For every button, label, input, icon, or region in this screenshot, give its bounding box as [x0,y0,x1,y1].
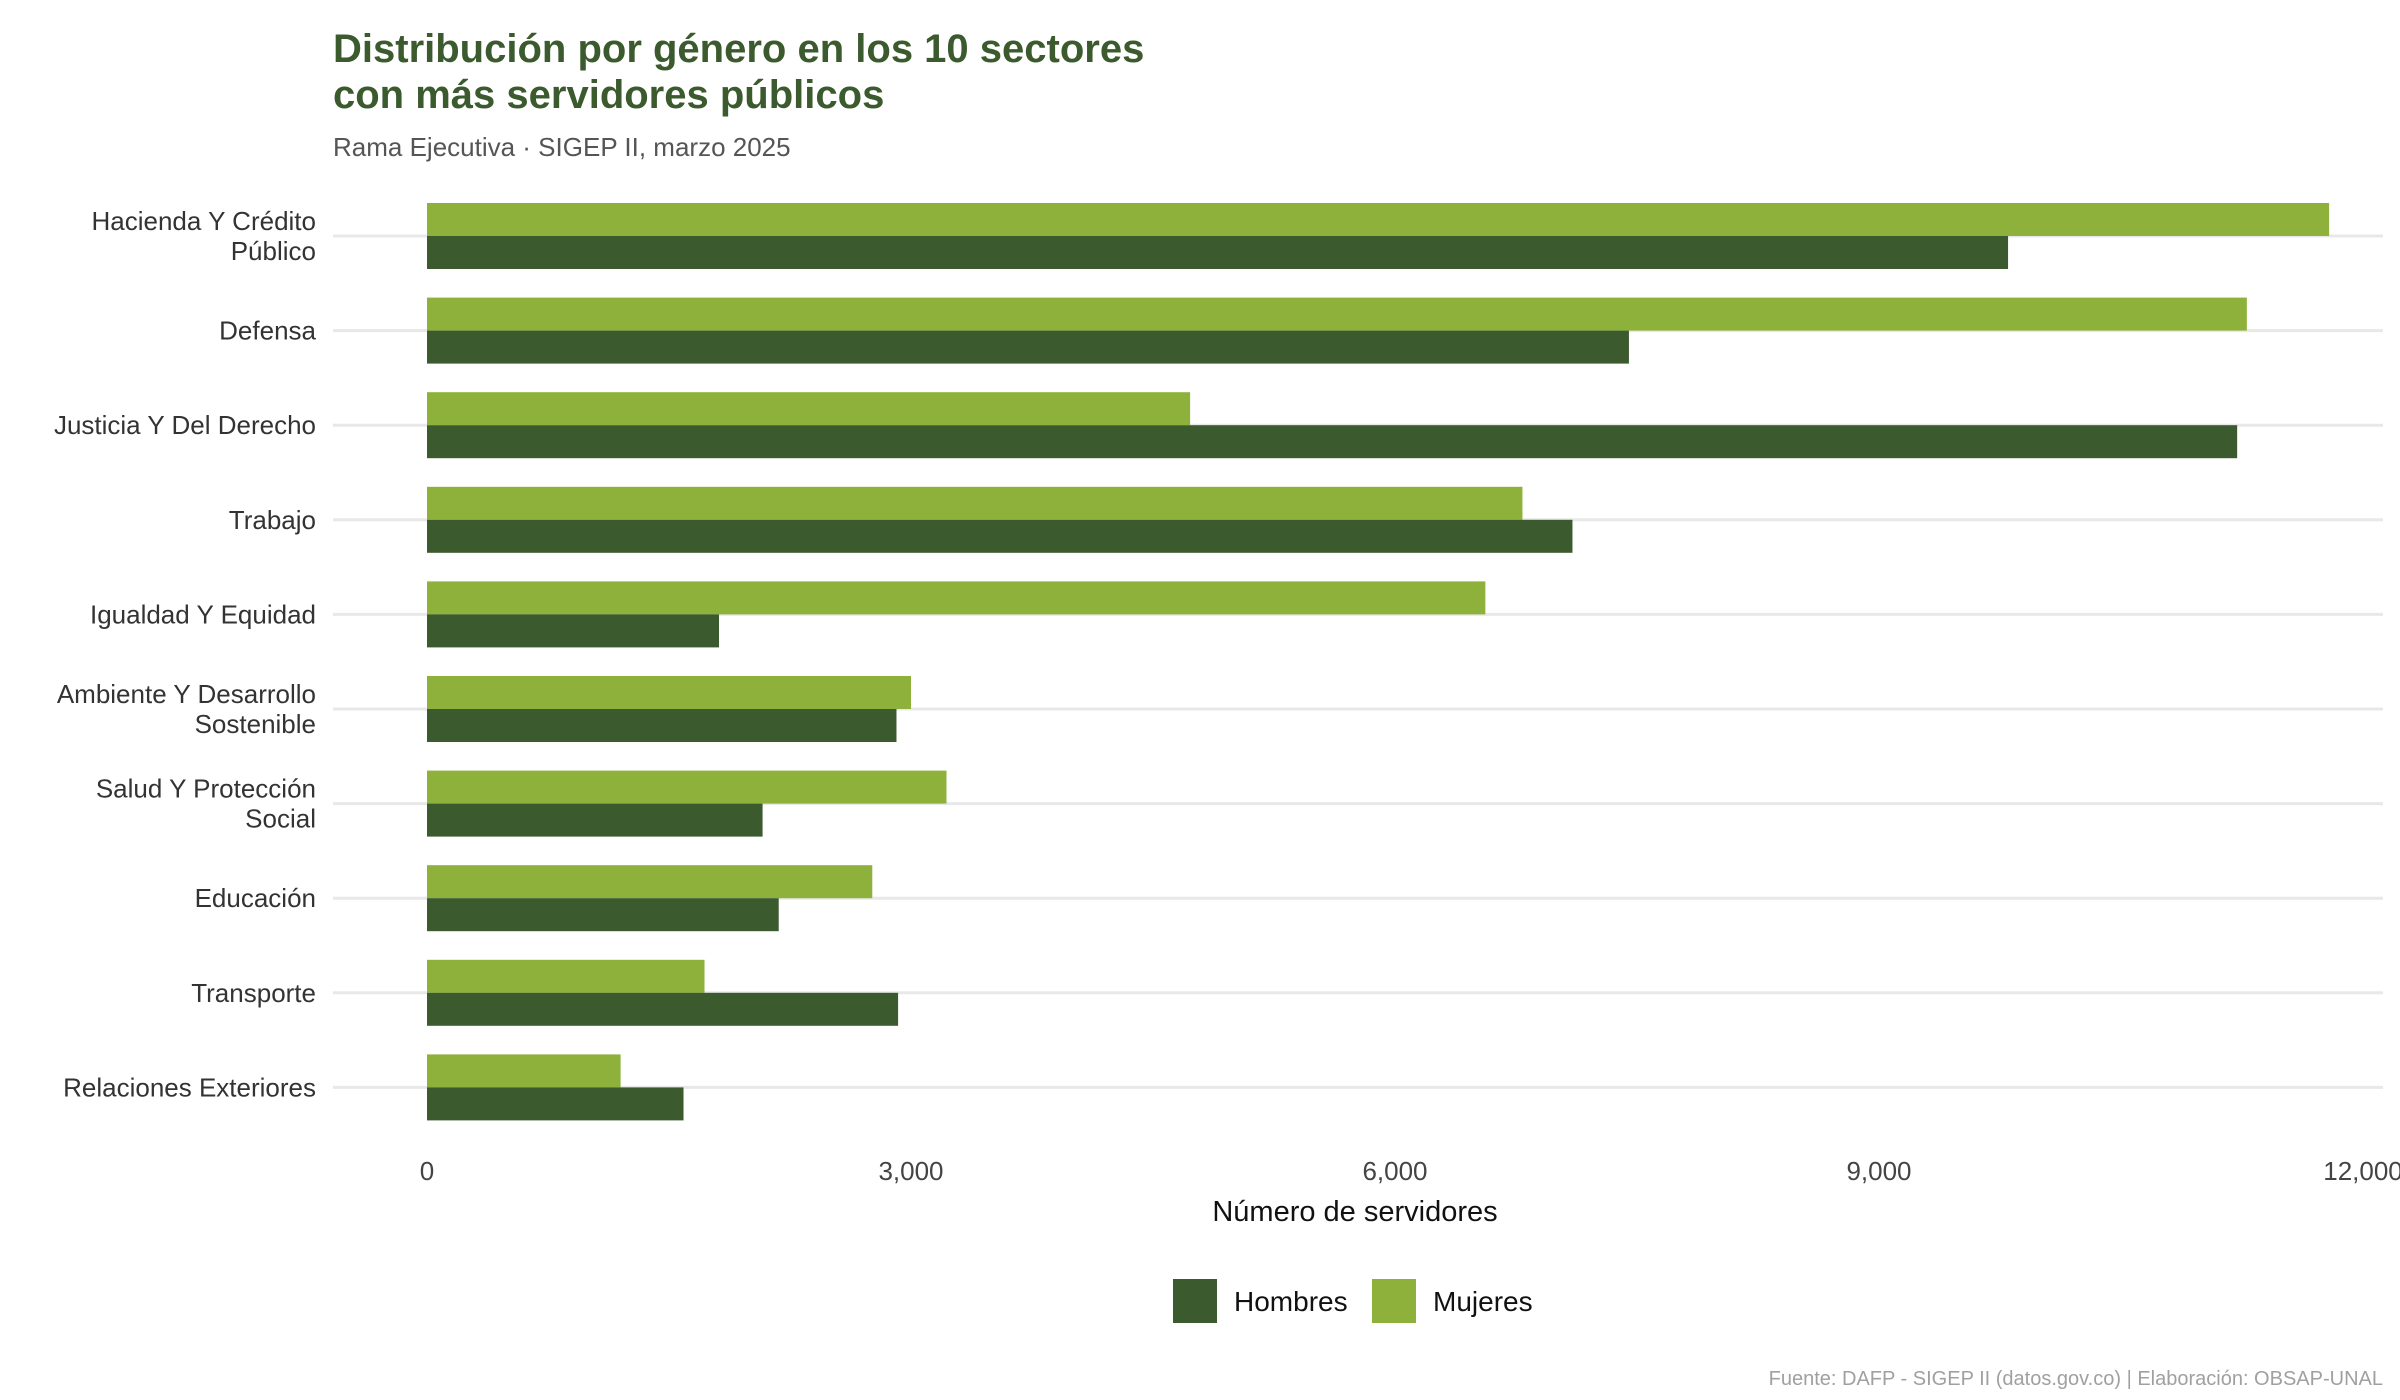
chart-title-line-2: con más servidores públicos [333,73,884,117]
x-tick-labels: 0 3,000 6,000 9,000 12,000 [420,1156,2400,1186]
legend: Hombres Mujeres [1173,1279,1533,1323]
chart-title-line-1: Distribución por género en los 10 sector… [333,27,1144,71]
category-label: Relaciones Exteriores [63,1072,316,1102]
legend-swatch-mujeres [1372,1279,1416,1323]
bar-hombres [427,236,2009,269]
category-label: Educación [195,883,316,913]
bar-hombres [427,803,763,837]
x-tick-label: 9,000 [1846,1156,1911,1186]
bar-mujeres [427,392,1191,426]
category-label: Social [245,804,316,834]
bar-hombres [427,330,1629,364]
legend-swatch-hombres [1173,1279,1217,1323]
bars [427,203,2330,1121]
chart-subtitle: Rama Ejecutiva · SIGEP II, marzo 2025 [333,132,791,162]
bar-mujeres [427,486,1523,520]
category-label: Defensa [219,316,316,346]
category-label: Sostenible [195,709,316,739]
category-label: Salud Y Protección [96,774,316,804]
bar-mujeres [427,581,1486,615]
bar-hombres [427,425,2238,459]
bar-hombres [427,614,720,648]
bar-hombres [427,519,1573,553]
bar-hombres [427,1087,684,1121]
bar-mujeres [427,203,2330,236]
bar-mujeres [427,1054,621,1088]
bar-hombres [427,898,779,932]
category-label: Trabajo [229,505,316,535]
bar-mujeres [427,770,947,804]
chart-caption: Fuente: DAFP - SIGEP II (datos.gov.co) |… [1769,1368,2383,1390]
category-label: Ambiente Y Desarrollo [57,679,316,709]
gridlines [333,234,2383,1089]
legend-label-hombres: Hombres [1234,1286,1348,1317]
x-tick-label: 3,000 [878,1156,943,1186]
bar-hombres [427,992,899,1026]
x-tick-label: 6,000 [1362,1156,1427,1186]
x-tick-label: 0 [420,1156,434,1186]
bar-mujeres [427,297,2247,331]
x-tick-label: 12,000 [2323,1156,2400,1186]
x-axis-label: Número de servidores [1212,1196,1497,1228]
category-label: Transporte [191,978,316,1008]
bar-hombres [427,709,897,742]
bar-mujeres [427,865,873,899]
category-label: Justicia Y Del Derecho [54,410,316,440]
category-label: Igualdad Y Equidad [90,599,316,629]
category-label: Público [231,236,316,266]
bar-mujeres [427,959,705,993]
category-label: Hacienda Y Crédito [91,206,316,236]
legend-label-mujeres: Mujeres [1433,1286,1533,1317]
bar-mujeres [427,676,911,709]
